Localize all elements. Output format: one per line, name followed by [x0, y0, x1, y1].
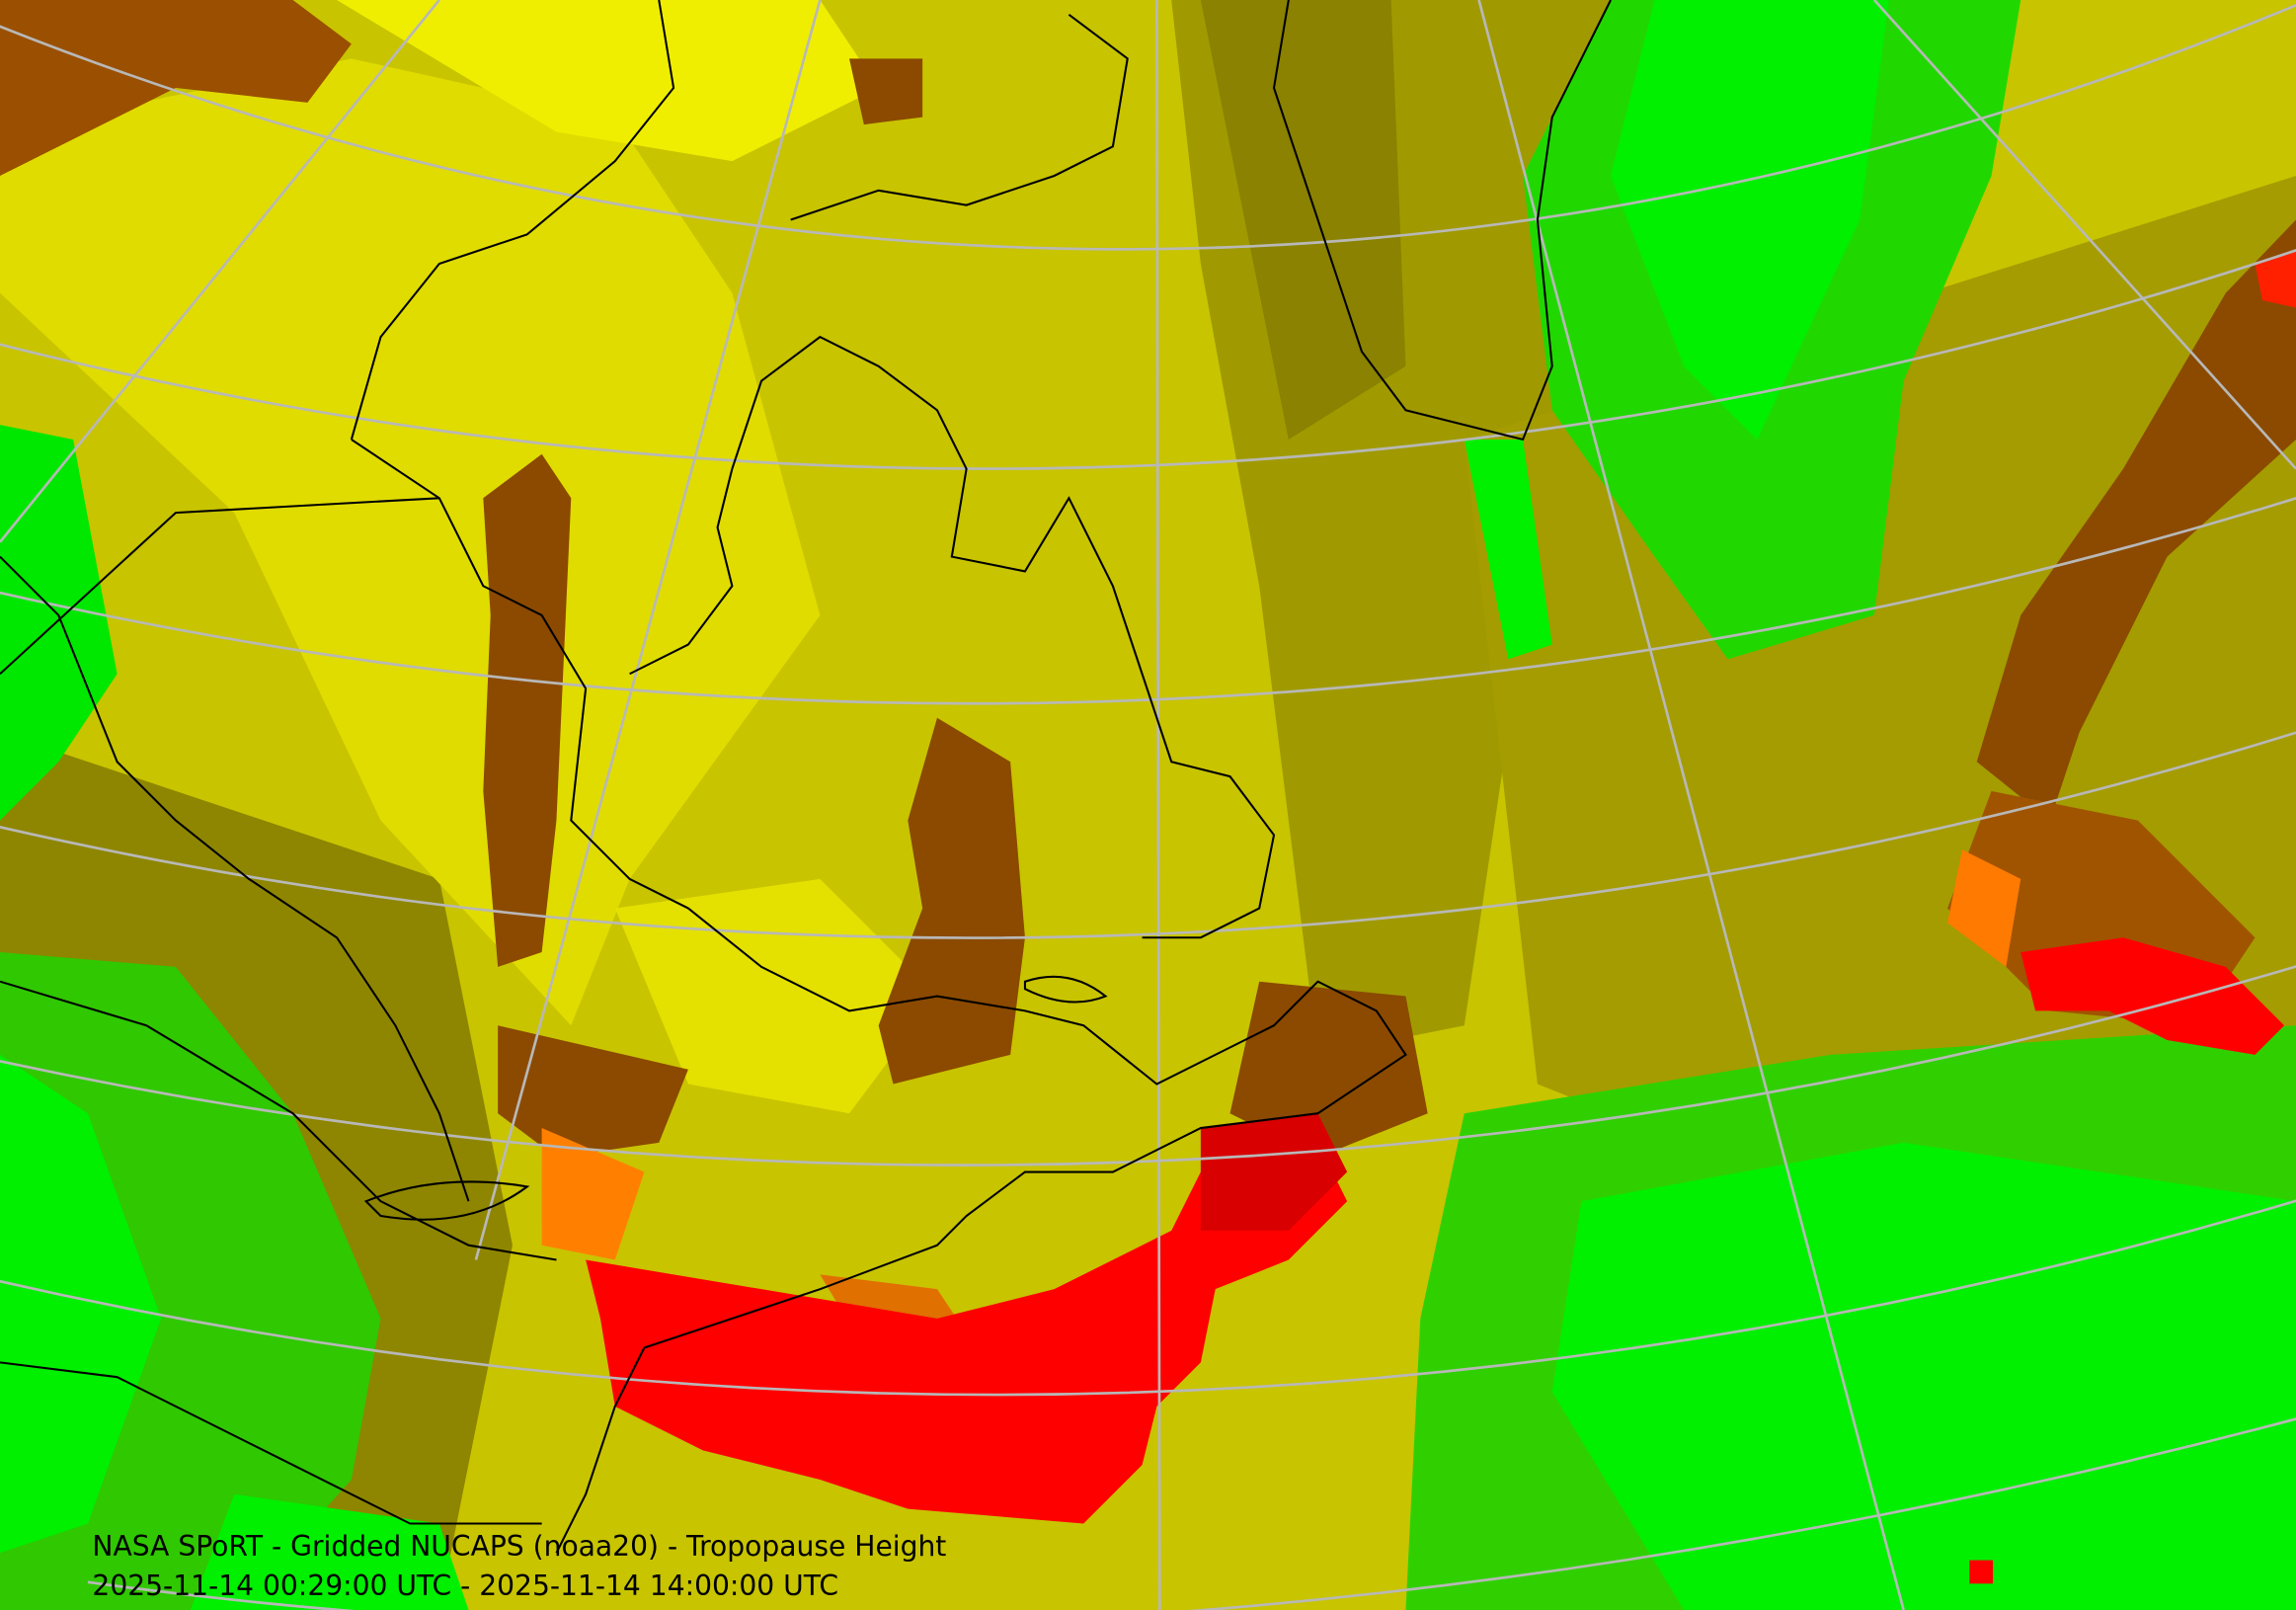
caption-time: 2025-11-14 00:29:00 UTC - 2025-11-14 14:…: [92, 1570, 838, 1602]
coastlines: [0, 0, 1612, 1554]
caption: NASA SPoRT - Gridded NUCAPS (noaa20) - T…: [92, 1530, 946, 1602]
caption-title: NASA SPoRT - Gridded NUCAPS (noaa20) - T…: [92, 1530, 946, 1563]
